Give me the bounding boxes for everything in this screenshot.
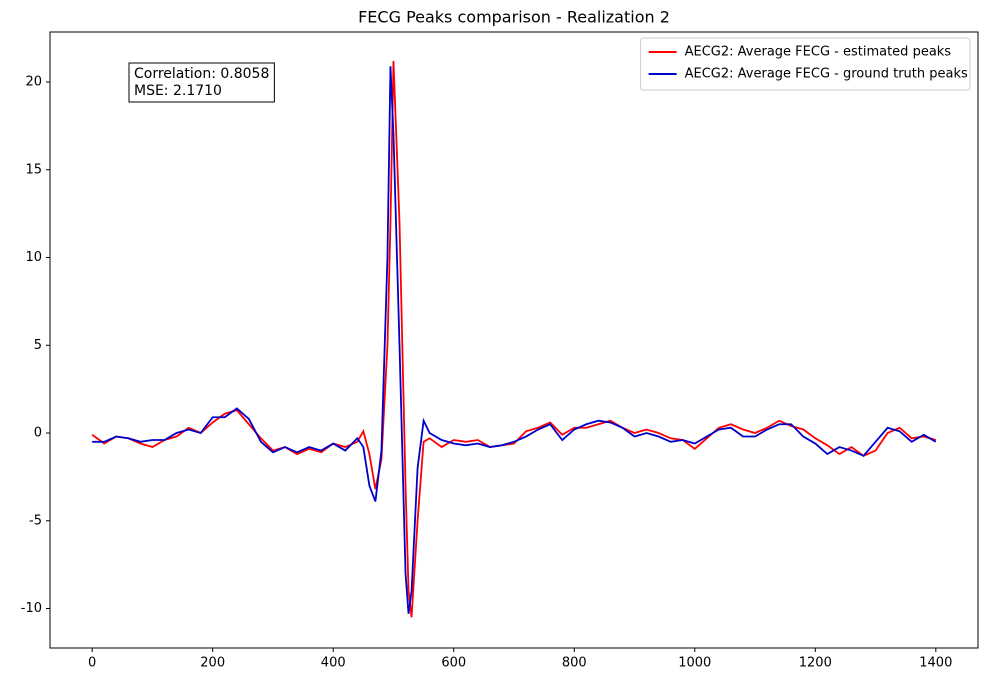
y-tick-label: -10	[21, 601, 42, 616]
x-tick-label: 400	[321, 656, 346, 671]
x-tick-label: 1000	[678, 656, 711, 671]
y-tick-label: -5	[29, 513, 42, 528]
legend: AECG2: Average FECG - estimated peaks AEC…	[640, 37, 971, 91]
annotation: Correlation: 0.8058 MSE: 2.1710	[134, 66, 269, 99]
x-tick-label: 200	[200, 656, 225, 671]
y-tick-label: 10	[25, 250, 42, 265]
y-tick-label: 0	[34, 426, 42, 441]
y-tick-label: 20	[25, 75, 42, 90]
legend-label: AECG2: Average FECG - ground truth peaks	[685, 67, 968, 82]
annotation-box	[128, 62, 275, 103]
plot-frame	[49, 31, 979, 649]
legend-box	[640, 37, 971, 91]
annotation-line: Correlation: 0.8058	[134, 66, 269, 82]
x-tick-label: 1400	[919, 656, 952, 671]
x-tick-label: 600	[441, 656, 466, 671]
x-tick-label: 800	[562, 656, 587, 671]
series-line	[91, 60, 937, 618]
y-tick-label: 15	[25, 162, 42, 177]
y-tick-label: 5	[34, 338, 42, 353]
annotation-line: MSE: 2.1710	[134, 83, 222, 99]
x-tick-label: 1200	[799, 656, 832, 671]
chart-title: FECG Peaks comparison - Realization 2	[358, 8, 670, 27]
x-tick-label: 0	[88, 656, 96, 671]
legend-label: AECG2: Average FECG - estimated peaks	[685, 45, 952, 60]
series-line	[92, 66, 937, 614]
